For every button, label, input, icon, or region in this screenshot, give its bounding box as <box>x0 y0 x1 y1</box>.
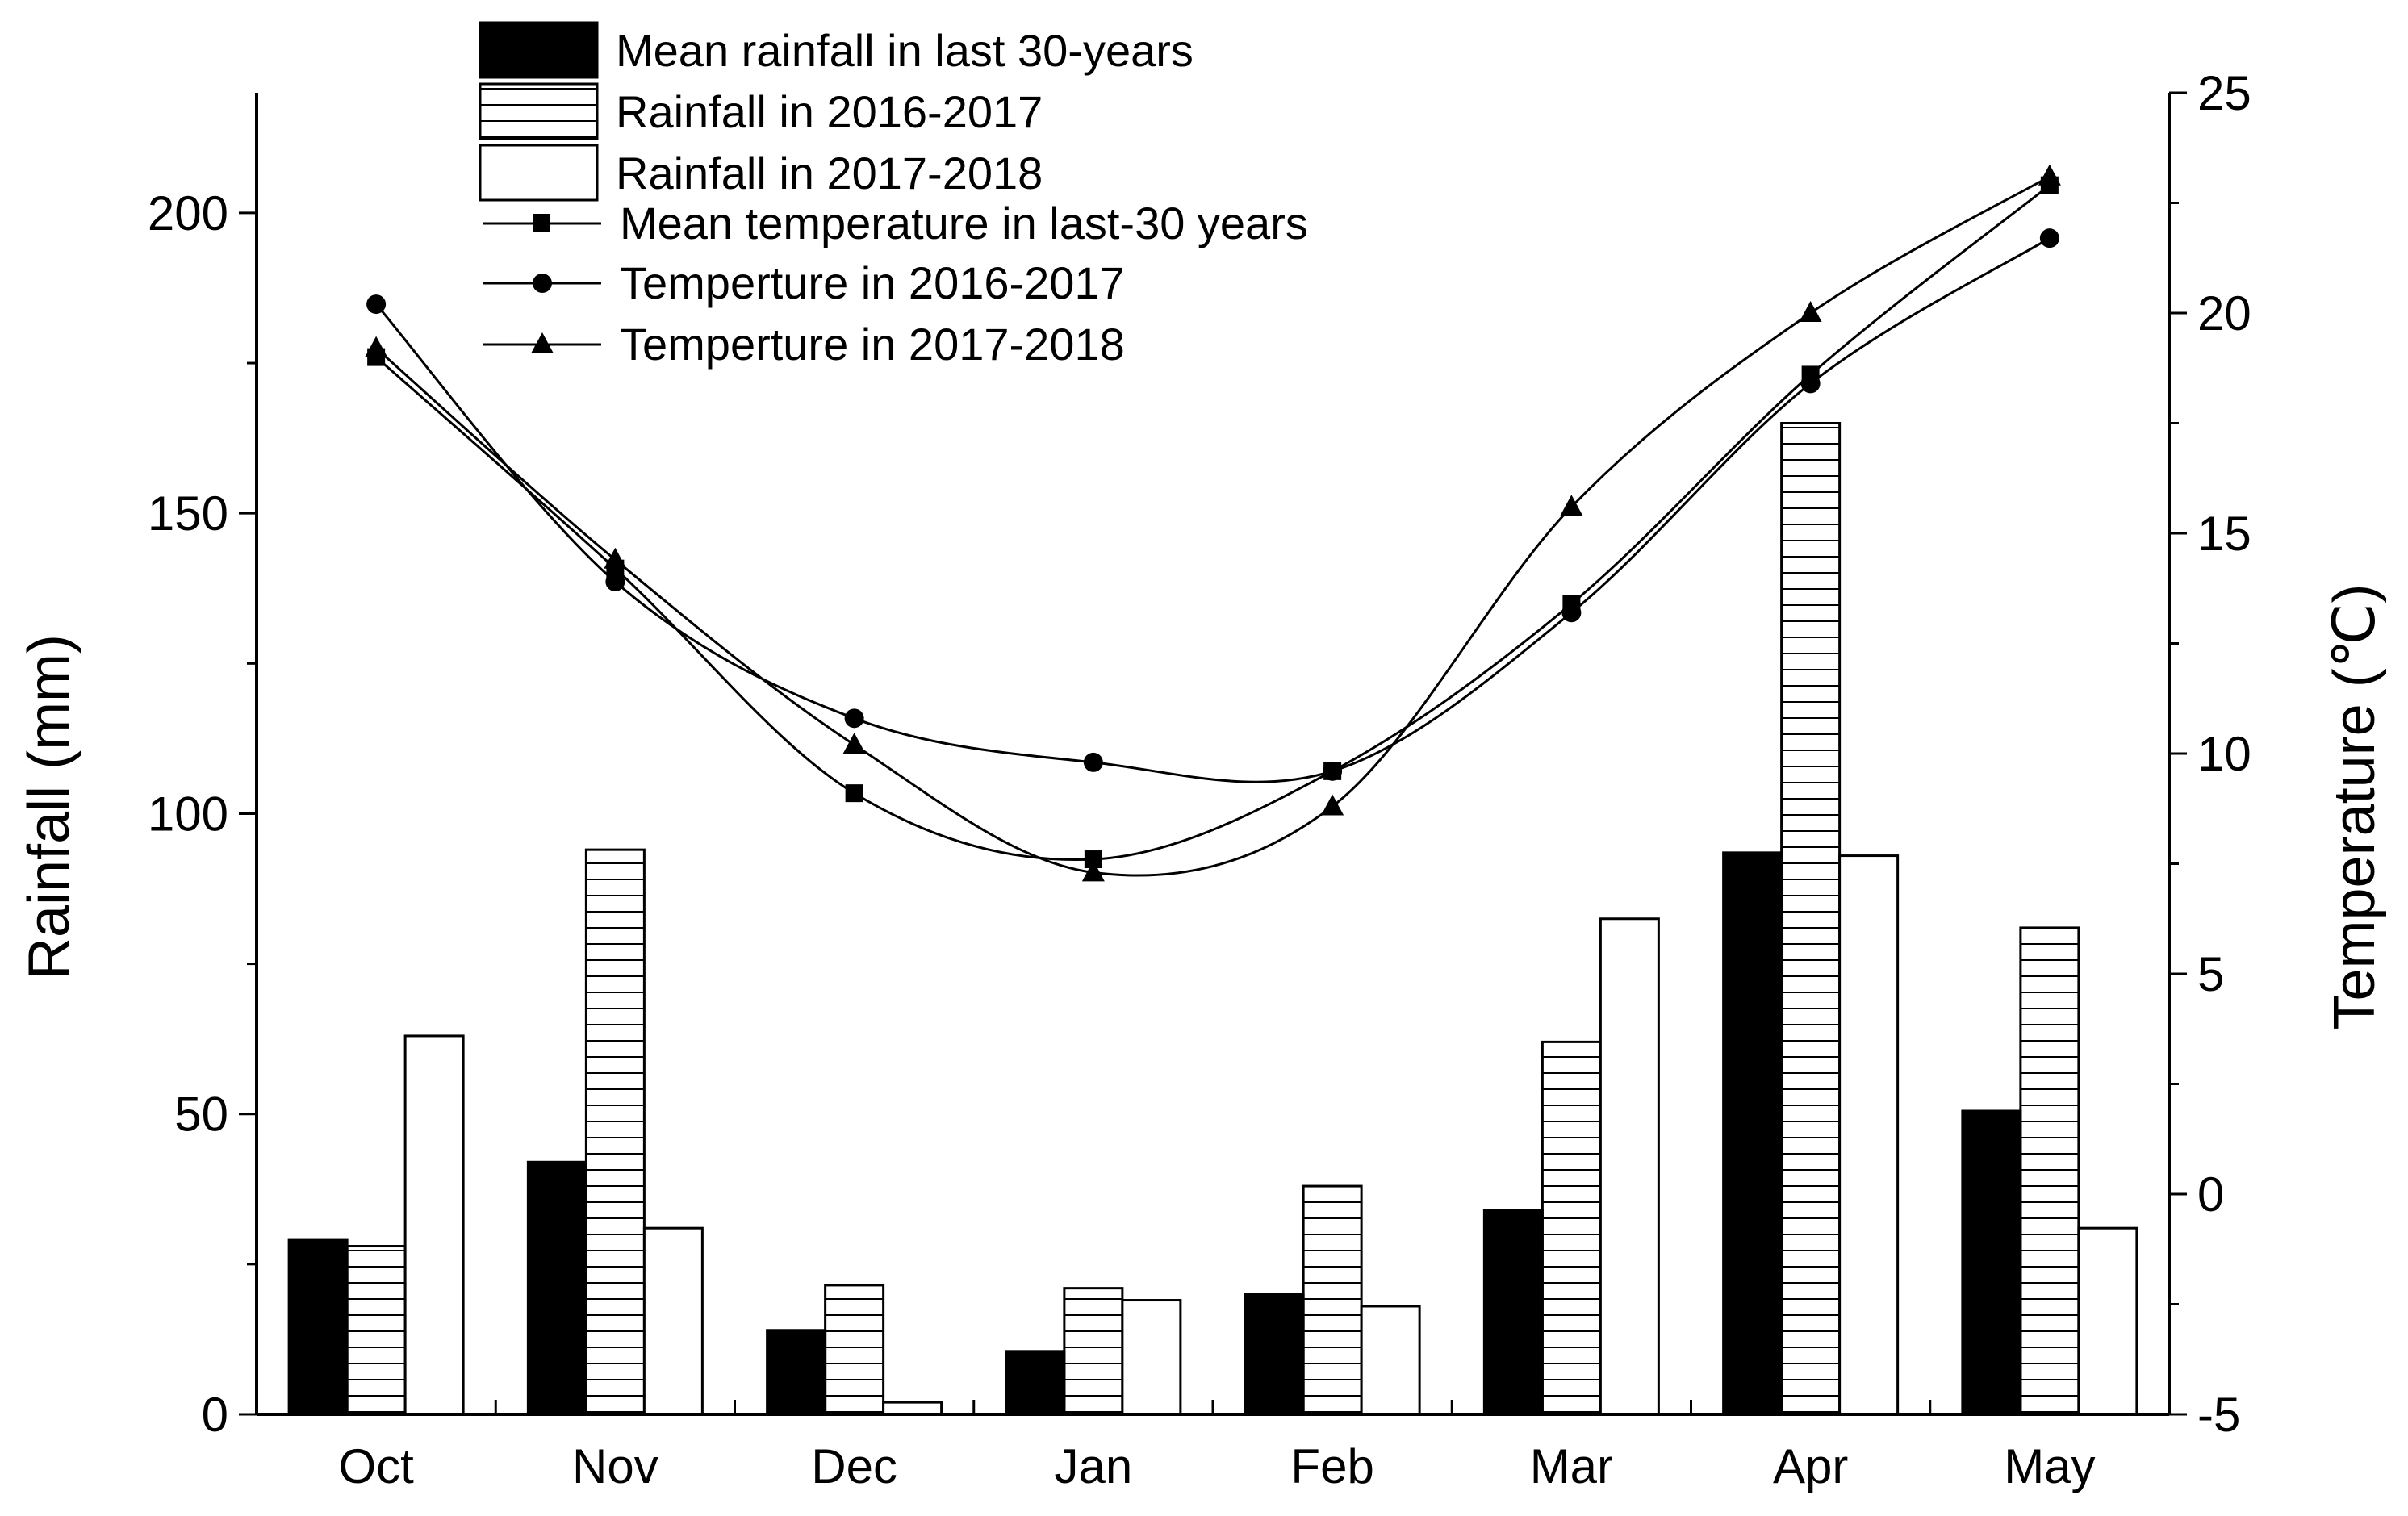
temperature-point-3-jan <box>1081 860 1105 882</box>
legend-marker-triangle <box>531 332 554 353</box>
bar-3-mar <box>1599 917 1660 1416</box>
x-tick-label-nov: Nov <box>572 1439 658 1493</box>
temperature-point-2-oct <box>366 294 387 315</box>
y-tick-label-200: 200 <box>148 186 228 240</box>
temperature-lines-layer <box>365 164 2061 882</box>
temperature-point-3-dec <box>842 733 866 754</box>
bar-1-jan <box>1005 1350 1066 1416</box>
y2-tick-label-10: 10 <box>2197 727 2251 781</box>
y2-tick-label-5: 5 <box>2197 947 2224 1001</box>
y2-tick-label-25: 25 <box>2197 66 2251 120</box>
legend-label-temperature-2016-2017: Temperture in 2016-2017 <box>620 257 1125 308</box>
bar-2-oct <box>345 1245 407 1416</box>
legend-swatch-mean-rainfall <box>479 21 599 79</box>
y-tick-label-150: 150 <box>148 487 228 541</box>
temperature-curve-1 <box>375 184 2051 862</box>
y2-tick-label-20: 20 <box>2197 286 2251 340</box>
legend-label-mean-rainfall: Mean rainfall in last 30-years <box>616 25 1194 76</box>
temperature-point-1-jan <box>1084 850 1102 869</box>
bar-1-apr <box>1722 851 1783 1416</box>
bar-3-jan <box>1121 1299 1182 1416</box>
x-tick-label-mar: Mar <box>1530 1439 1613 1493</box>
temperature-point-2-dec <box>844 708 864 729</box>
bar-1-nov <box>526 1160 587 1416</box>
bar-3-feb <box>1360 1305 1421 1416</box>
bar-1-feb <box>1244 1293 1305 1416</box>
temperature-point-3-nov <box>604 547 627 569</box>
y2-tick-label-0: 0 <box>2197 1167 2224 1222</box>
bar-2-nov <box>584 848 646 1416</box>
legend-marker-square <box>533 214 550 232</box>
x-tick-label-apr: Apr <box>1773 1439 1848 1493</box>
bar-2-feb <box>1302 1184 1363 1416</box>
temperature-point-3-feb <box>1321 794 1344 816</box>
y2-axis-title: Temperature (℃) <box>2322 583 2387 1029</box>
y2-tick-label-15: 15 <box>2197 507 2251 561</box>
temperature-curve-3 <box>375 175 2051 877</box>
y-tick-label-100: 100 <box>148 787 228 841</box>
legend: Mean rainfall in last 30-years Rainfall … <box>479 21 1308 370</box>
legend-label-mean-temperature: Mean temperature in last-30 years <box>620 198 1308 248</box>
y-tick-label-0: 0 <box>202 1388 228 1442</box>
temperature-point-2-mar <box>1561 603 1582 623</box>
temperature-point-3-apr <box>1799 301 1822 322</box>
x-tick-label-feb: Feb <box>1290 1439 1373 1493</box>
x-tick-label-dec: Dec <box>811 1439 897 1493</box>
temperature-point-2-feb <box>1323 761 1343 781</box>
bar-3-may <box>2077 1226 2138 1416</box>
y-tick-label-50: 50 <box>174 1088 228 1142</box>
temperature-point-2-apr <box>1800 374 1821 394</box>
bar-3-nov <box>642 1226 704 1416</box>
bar-1-mar <box>1482 1209 1544 1416</box>
bar-3-apr <box>1838 854 1900 1416</box>
bar-2-apr <box>1780 422 1842 1416</box>
temperature-point-2-nov <box>605 572 625 592</box>
temperature-point-3-oct <box>365 336 388 357</box>
y2-tick-label--5: -5 <box>2197 1388 2240 1442</box>
bar-3-oct <box>403 1034 465 1416</box>
y-axis-title: Rainfall (mm) <box>17 634 82 979</box>
legend-label-rainfall-2017-2018: Rainfall in 2017-2018 <box>616 148 1043 198</box>
temperature-point-1-dec <box>845 784 863 803</box>
bar-1-oct <box>287 1238 349 1416</box>
bar-1-dec <box>766 1329 827 1416</box>
legend-label-rainfall-2016-2017: Rainfall in 2016-2017 <box>616 86 1043 137</box>
x-tick-label-may: May <box>2004 1439 2095 1493</box>
bar-2-jan <box>1063 1287 1124 1416</box>
axes-layer: 0 50 100 150 200 -5 0 5 10 15 20 25 Oct Nov Dec Jan Feb M… <box>148 66 2251 1493</box>
bar-2-mar <box>1541 1040 1602 1416</box>
legend-marker-circle <box>533 274 552 293</box>
legend-swatch-rainfall-2016-2017 <box>479 82 599 140</box>
temperature-point-2-may <box>2039 228 2059 248</box>
temperature-point-2-jan <box>1083 752 1103 772</box>
bar-2-dec <box>824 1284 885 1416</box>
x-tick-label-oct: Oct <box>338 1439 414 1493</box>
bar-1-may <box>1961 1109 2022 1416</box>
x-tick-label-jan: Jan <box>1055 1439 1133 1493</box>
legend-label-temperature-2017-2018: Temperture in 2017-2018 <box>620 319 1125 370</box>
temperature-point-3-may <box>2038 164 2061 186</box>
bar-3-dec <box>882 1401 943 1416</box>
bar-2-may <box>2019 926 2080 1416</box>
legend-swatch-rainfall-2017-2018 <box>479 144 599 202</box>
bars-layer <box>287 422 2138 1416</box>
temperature-point-3-mar <box>1560 495 1583 516</box>
